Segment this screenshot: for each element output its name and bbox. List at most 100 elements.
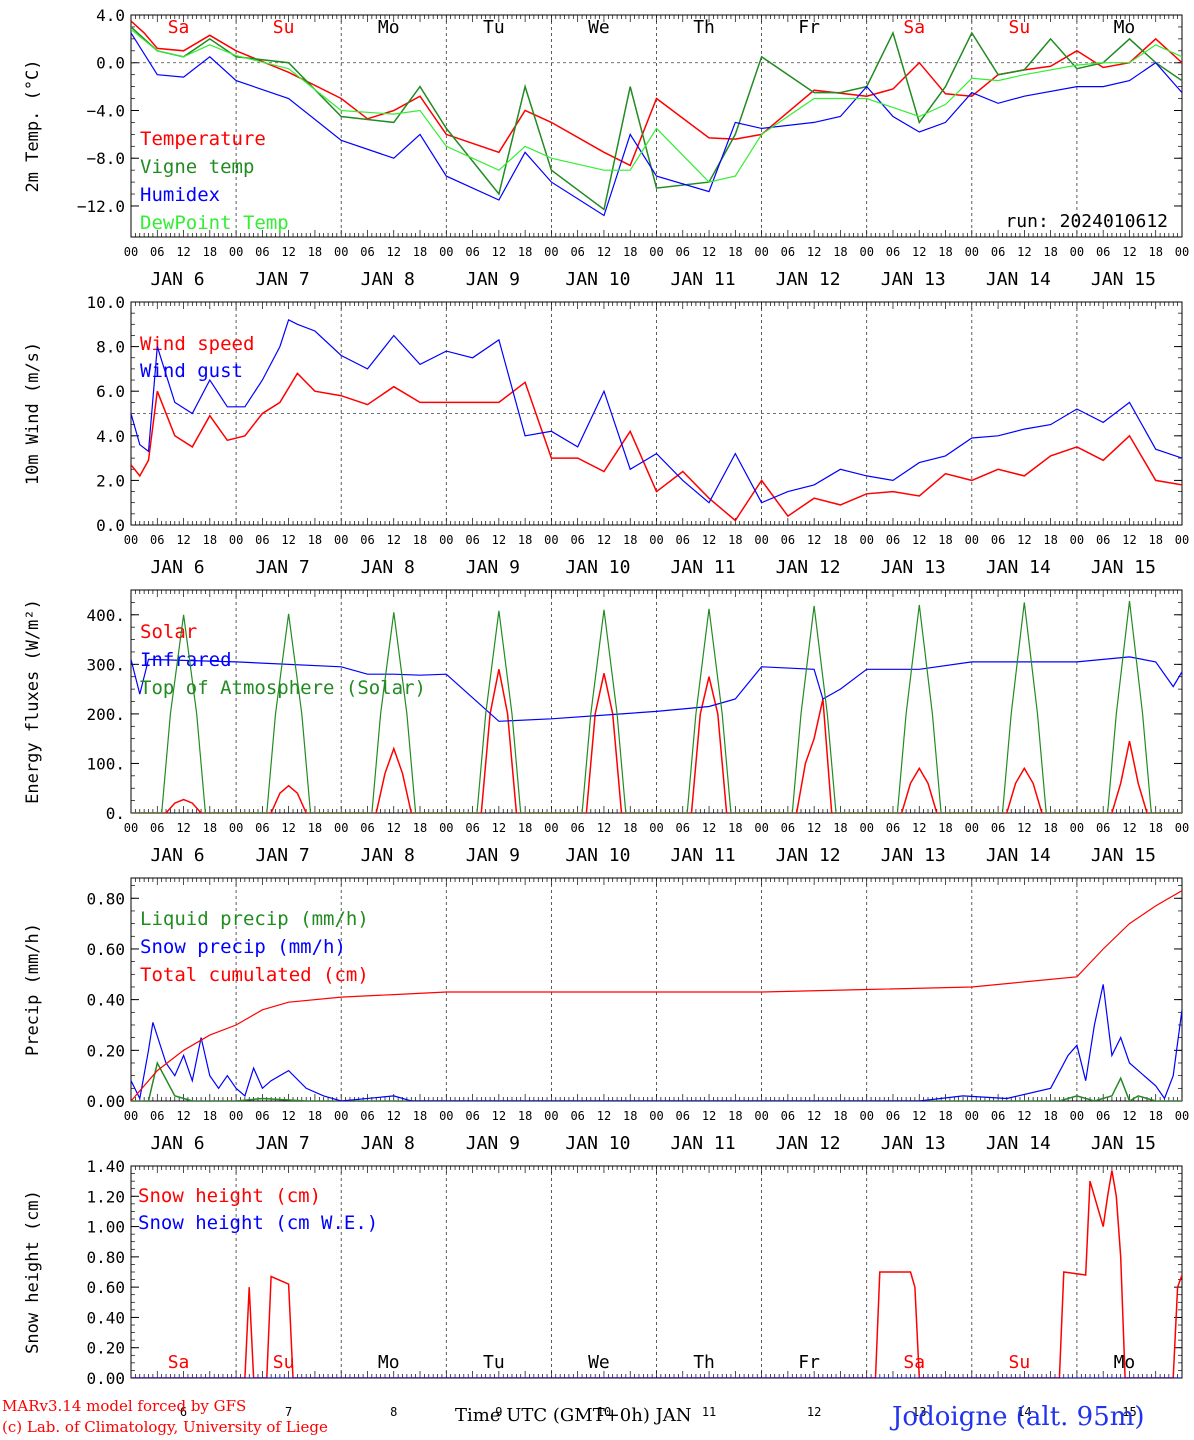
y-tick-label: 0. <box>106 804 125 823</box>
day-of-week-label: Su <box>1009 1352 1031 1373</box>
x-hour-label: 00 <box>859 245 873 259</box>
x-hour-label: 12 <box>176 533 190 547</box>
x-hour-label: 00 <box>334 1109 348 1123</box>
x-hour-label: 00 <box>754 1109 768 1123</box>
x-hour-label: 18 <box>938 245 952 259</box>
x-hour-label: 18 <box>413 1109 427 1123</box>
x-hour-label: 00 <box>649 1109 663 1123</box>
legend-entry: Wind speed <box>140 333 254 355</box>
x-hour-label: 06 <box>150 245 164 259</box>
x-day-label: 11 <box>702 1405 716 1419</box>
x-hour-label: 06 <box>991 533 1005 547</box>
x-hour-label: 00 <box>124 245 138 259</box>
day-of-week-label: Sa <box>168 17 190 38</box>
x-hour-label: 00 <box>649 245 663 259</box>
x-hour-label: 12 <box>597 821 611 835</box>
x-hour-label: 06 <box>991 821 1005 835</box>
x-hour-label: 12 <box>281 1109 295 1123</box>
day-of-week-label: Mo <box>1114 17 1136 38</box>
x-date-label: JAN 6 <box>150 1133 204 1154</box>
x-hour-label: 00 <box>1070 533 1084 547</box>
x-hour-label: 12 <box>1017 245 1031 259</box>
x-hour-label: 06 <box>1096 245 1110 259</box>
y-tick-label: 0.40 <box>86 1308 125 1327</box>
x-hour-label: 12 <box>702 821 716 835</box>
x-hour-label: 06 <box>991 245 1005 259</box>
x-hour-label: 18 <box>938 821 952 835</box>
x-hour-label: 06 <box>465 1109 479 1123</box>
x-date-label: JAN 6 <box>150 269 204 290</box>
x-hour-label: 12 <box>281 533 295 547</box>
x-day-label: 10 <box>597 1405 611 1419</box>
day-of-week-label: We <box>588 1352 610 1373</box>
x-hour-label: 18 <box>1148 821 1162 835</box>
x-hour-label: 06 <box>570 533 584 547</box>
x-hour-label: 12 <box>281 821 295 835</box>
x-hour-label: 06 <box>886 1109 900 1123</box>
x-hour-label: 18 <box>413 245 427 259</box>
x-hour-label: 00 <box>334 821 348 835</box>
x-hour-label: 18 <box>1148 245 1162 259</box>
x-date-label: JAN 15 <box>1091 1133 1156 1154</box>
x-hour-label: 18 <box>833 533 847 547</box>
x-hour-label: 06 <box>570 821 584 835</box>
x-hour-label: 12 <box>492 245 506 259</box>
x-hour-label: 18 <box>203 245 217 259</box>
energy-panel: 0. 100. 200. 300. 400. Energy fluxes (W/m²) 00… <box>23 589 1189 866</box>
x-hour-label: 00 <box>1175 245 1189 259</box>
day-of-week-label: Su <box>273 1352 295 1373</box>
series-line <box>131 318 1182 504</box>
x-hour-label: 12 <box>387 821 401 835</box>
x-hour-label: 18 <box>518 1109 532 1123</box>
x-hour-label: 18 <box>1043 1109 1057 1123</box>
x-hour-label: 06 <box>570 1109 584 1123</box>
x-date-label: JAN 12 <box>776 845 841 866</box>
x-hour-label: 18 <box>518 533 532 547</box>
x-hour-label: 06 <box>781 821 795 835</box>
x-hour-label: 00 <box>1070 245 1084 259</box>
x-hour-label: 00 <box>229 245 243 259</box>
copyright-credit: (c) Lab. of Climatology, University of L… <box>2 1418 328 1436</box>
legend-entry: Vigne temp <box>140 156 254 178</box>
x-hour-label: 18 <box>518 821 532 835</box>
x-hour-label: 00 <box>229 821 243 835</box>
x-hour-label: 06 <box>360 533 374 547</box>
x-hour-label: 18 <box>1043 821 1057 835</box>
x-hour-label: 12 <box>912 1109 926 1123</box>
x-hour-label: 00 <box>229 533 243 547</box>
x-hour-label: 00 <box>439 821 453 835</box>
x-date-label: JAN 9 <box>466 1133 520 1154</box>
x-hour-label: 00 <box>544 533 558 547</box>
model-credit: MARv3.14 model forced by GFS <box>2 1397 247 1415</box>
y-axis-label: Snow height (cm) <box>23 1190 43 1354</box>
y-tick-label: 0.60 <box>86 940 125 959</box>
x-date-label: JAN 7 <box>256 557 310 578</box>
x-hour-label: 18 <box>1148 533 1162 547</box>
x-hour-label: 06 <box>570 245 584 259</box>
x-hour-label: 00 <box>965 1109 979 1123</box>
x-hour-label: 12 <box>597 245 611 259</box>
x-hour-label: 18 <box>203 533 217 547</box>
x-date-label: JAN 15 <box>1091 845 1156 866</box>
x-hour-label: 18 <box>518 245 532 259</box>
x-date-label: JAN 11 <box>671 269 736 290</box>
snow-panel: 0.00 0.20 0.40 0.60 0.80 1.00 1.20 1.40 Snow hei… <box>23 1157 1183 1419</box>
y-tick-label: 0.60 <box>86 1278 125 1297</box>
x-date-label: JAN 14 <box>986 557 1051 578</box>
x-hour-label: 12 <box>1122 245 1136 259</box>
legend-entry: Temperature <box>140 128 266 150</box>
x-day-label: 14 <box>1017 1405 1031 1419</box>
x-hour-label: 12 <box>492 533 506 547</box>
y-tick-label: 0.80 <box>86 1248 125 1267</box>
x-hour-label: 00 <box>1070 1109 1084 1123</box>
legend-entry: Solar <box>140 621 197 643</box>
day-of-week-label: Mo <box>378 17 400 38</box>
x-hour-label: 06 <box>1096 1109 1110 1123</box>
x-date-label: JAN 14 <box>986 1133 1051 1154</box>
y-axis-label: Energy fluxes (W/m²) <box>23 599 43 804</box>
day-of-week-label: Su <box>273 17 295 38</box>
y-tick-label: −4.0 <box>86 101 125 120</box>
x-date-label: JAN 7 <box>256 845 310 866</box>
x-date-label: JAN 15 <box>1091 269 1156 290</box>
x-hour-label: 06 <box>465 533 479 547</box>
